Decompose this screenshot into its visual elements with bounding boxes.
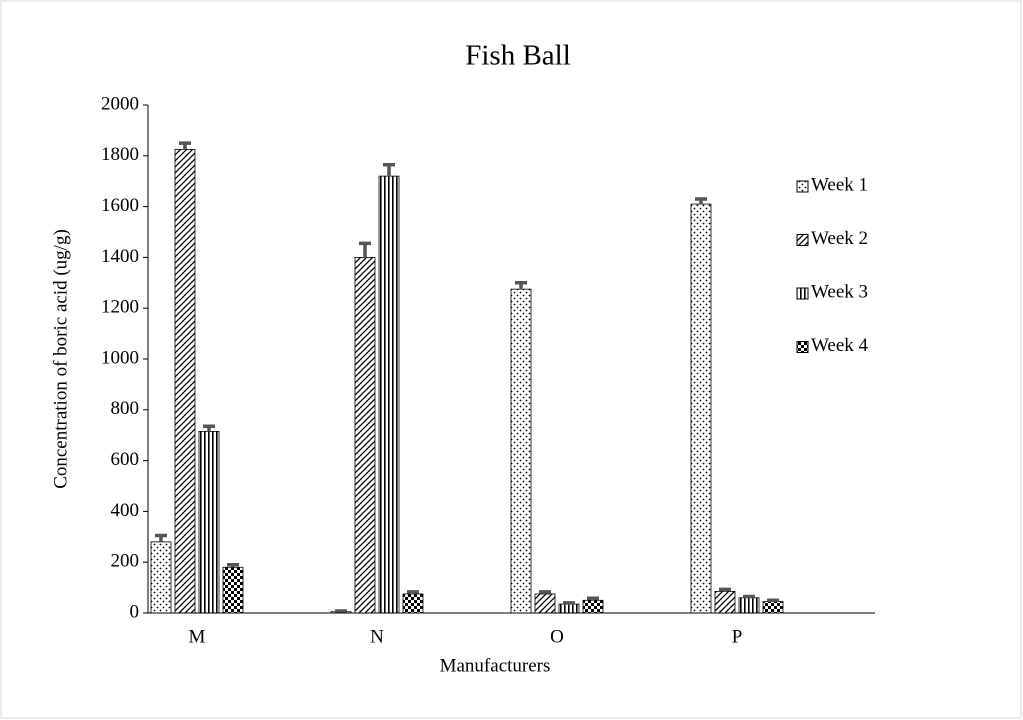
bar: [378, 175, 400, 614]
x-axis-label: Manufacturers: [440, 655, 551, 676]
error-bar: [515, 281, 527, 290]
error-bar: [227, 562, 239, 568]
y-tick-label: 1600: [101, 195, 139, 216]
bar: [582, 599, 604, 614]
error-bar: [383, 162, 395, 177]
error-bar: [155, 533, 167, 542]
y-tick-label: 1400: [101, 246, 139, 267]
error-bar: [407, 590, 419, 594]
error-bar: [203, 424, 215, 432]
y-tick-label: 1000: [101, 347, 139, 368]
error-bar: [335, 609, 347, 613]
error-bar: [563, 601, 575, 605]
bar: [198, 430, 220, 614]
bar: [174, 149, 196, 614]
y-tick-label: 1800: [101, 144, 139, 165]
legend-label: Week 2: [811, 228, 868, 249]
legend-swatch: [796, 287, 809, 300]
bar: [690, 203, 712, 614]
chart-title: Fish Ball: [465, 40, 571, 72]
error-bar: [587, 596, 599, 601]
error-bar: [719, 587, 731, 592]
error-bar: [695, 197, 707, 205]
error-bar: [359, 241, 371, 258]
error-bar: [539, 590, 551, 594]
bar: [738, 597, 760, 614]
y-tick-label: 0: [130, 601, 140, 622]
bar: [354, 256, 376, 614]
x-tick-label: M: [189, 626, 206, 647]
legend-label: Week 3: [811, 281, 868, 302]
error-bar: [743, 594, 755, 599]
bar: [558, 603, 580, 614]
y-tick-label: 1200: [101, 297, 139, 318]
bar: [762, 601, 784, 614]
legend-swatch: [796, 180, 809, 193]
bar: [222, 566, 244, 614]
bar: [714, 591, 736, 614]
x-tick-label: P: [732, 626, 743, 647]
x-tick-label: O: [550, 626, 564, 647]
error-bar: [179, 141, 191, 150]
bar: [402, 593, 424, 614]
y-tick-label: 400: [111, 500, 140, 521]
legend-swatch: [796, 341, 809, 353]
bar: [510, 288, 532, 614]
y-axis-label: Concentration of boric acid (ug/g): [50, 229, 71, 489]
error-bar: [767, 598, 779, 603]
legend-label: Week 4: [811, 335, 869, 356]
y-tick-label: 600: [111, 449, 140, 470]
y-tick-label: 800: [111, 398, 140, 419]
bar: [150, 541, 172, 614]
x-tick-label: N: [370, 626, 384, 647]
y-tick-label: 200: [111, 551, 140, 572]
y-tick-label: 2000: [101, 93, 139, 114]
legend-swatch: [796, 234, 809, 246]
bar: [534, 593, 556, 614]
legend-label: Week 1: [811, 174, 868, 195]
